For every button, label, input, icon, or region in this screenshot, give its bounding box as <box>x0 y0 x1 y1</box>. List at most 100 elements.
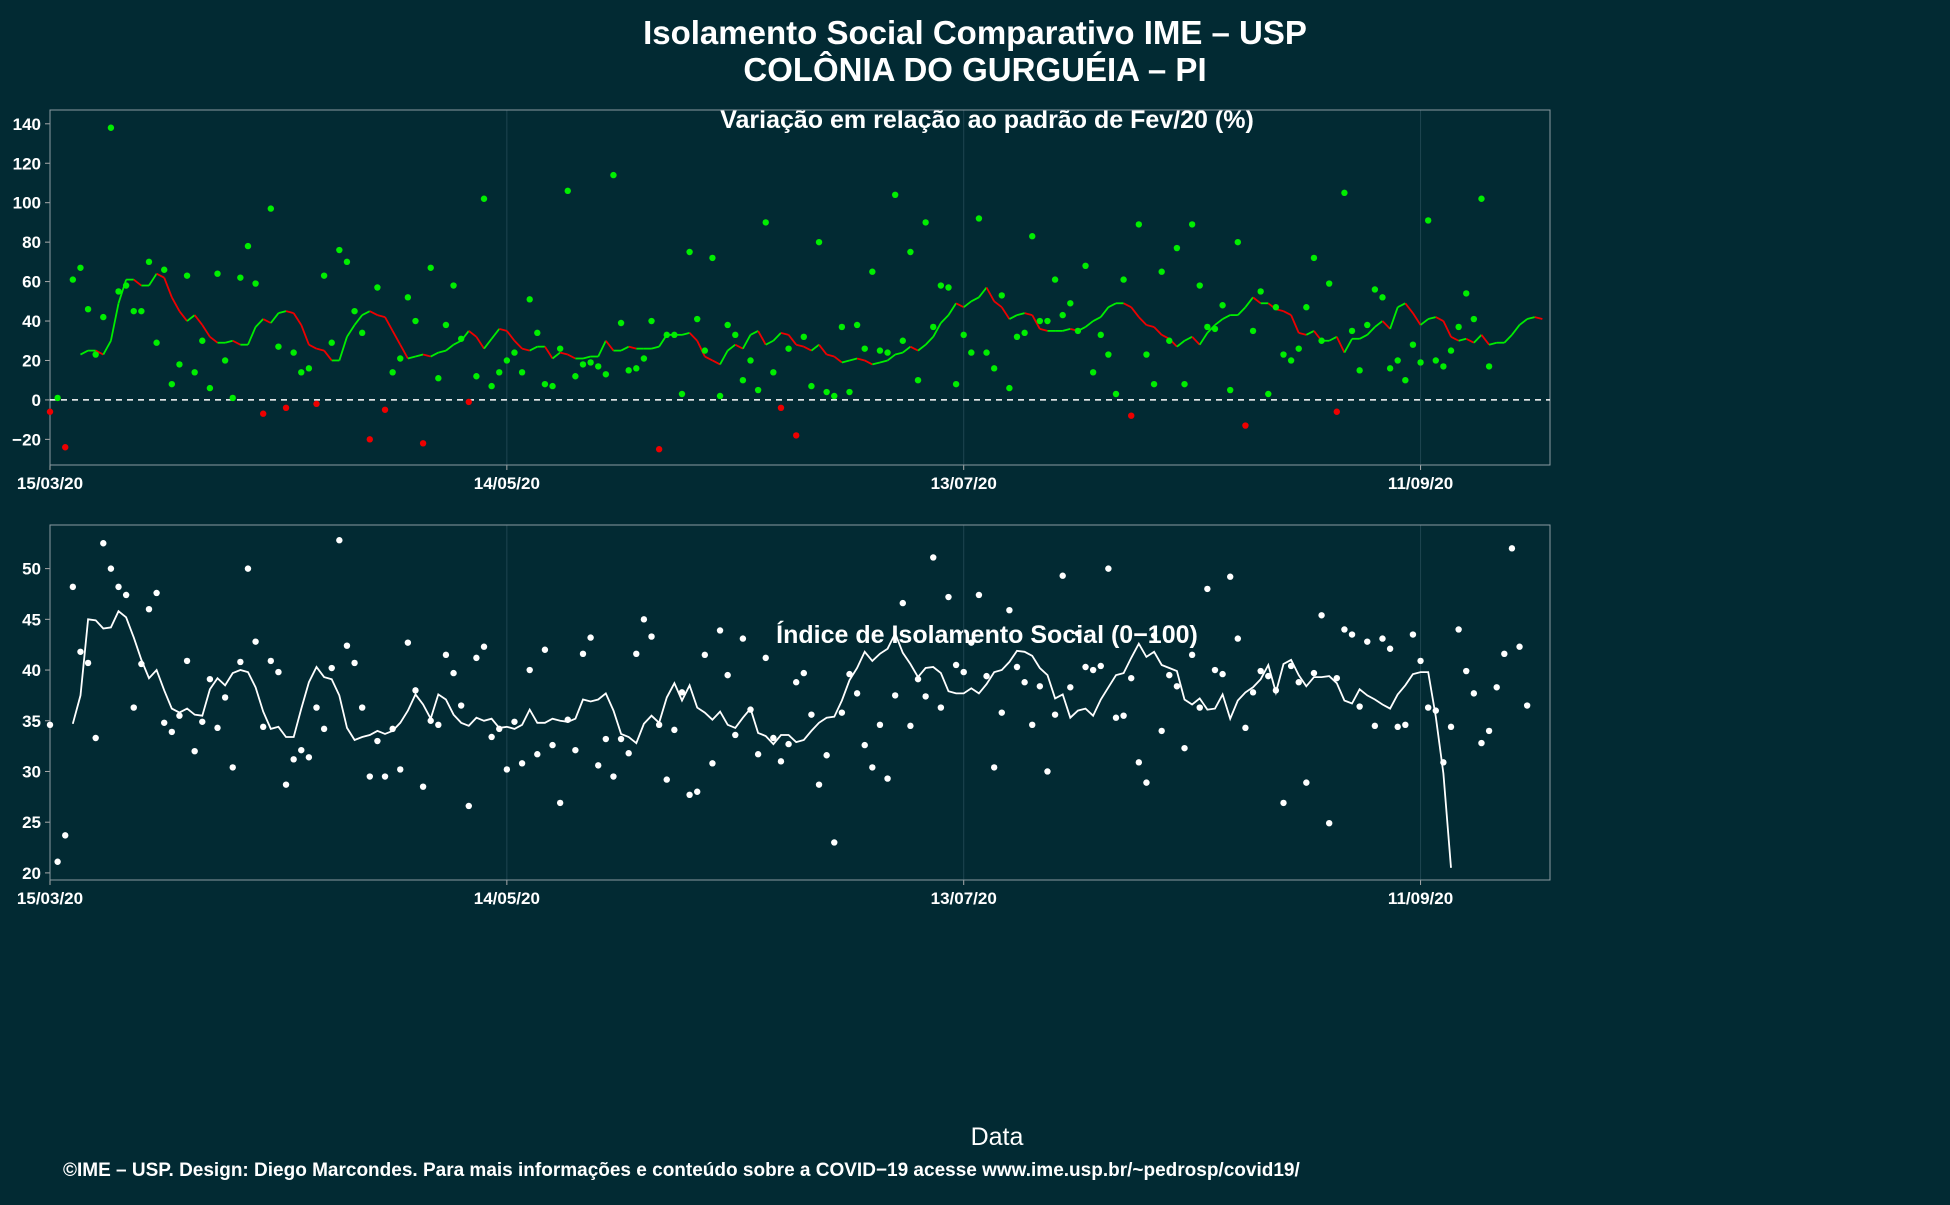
moving-average-segment <box>247 326 257 346</box>
moving-average-segment <box>985 287 995 302</box>
index-point <box>176 712 183 719</box>
moving-average-segment <box>346 324 356 338</box>
variation-point <box>69 276 77 283</box>
variation-point <box>1295 345 1302 352</box>
moving-average-segment <box>1298 331 1307 336</box>
moving-average-segment <box>688 332 698 342</box>
variation-point <box>1089 369 1097 376</box>
moving-average-segment <box>559 351 568 356</box>
variation-point <box>945 284 952 291</box>
index-point <box>358 704 366 711</box>
variation-x-tick-label: 11/09/20 <box>1388 474 1453 493</box>
variation-point <box>1463 290 1470 297</box>
index-point <box>465 802 472 810</box>
variation-y-tick-label: 20 <box>22 351 41 370</box>
index-point <box>1379 635 1386 642</box>
variation-point <box>1143 351 1150 358</box>
index-point <box>244 565 252 572</box>
index-point <box>663 776 670 783</box>
moving-average-segment <box>1343 338 1353 354</box>
variation-y-tick-label: 100 <box>13 194 41 213</box>
variation-point <box>435 375 442 382</box>
index-y-tick-label: 45 <box>22 610 41 629</box>
variation-point <box>724 321 731 329</box>
variation-point <box>975 215 983 222</box>
variation-point <box>412 317 419 325</box>
index-point <box>1166 671 1173 679</box>
variation-point <box>480 195 488 202</box>
variation-x-tick-label: 13/07/20 <box>931 474 997 493</box>
variation-point <box>891 191 899 199</box>
index-point <box>572 746 579 754</box>
variation-point <box>747 357 754 364</box>
moving-average-segment <box>1534 316 1543 320</box>
index-point <box>259 723 267 731</box>
variation-point <box>770 369 777 376</box>
index-point <box>1204 585 1211 593</box>
index-point <box>100 540 107 547</box>
moving-average-segment <box>940 314 950 324</box>
moving-average-segment <box>384 316 394 332</box>
panel1-title: Variação em relação ao padrão de Fev/20 … <box>720 106 1254 134</box>
index-point <box>1280 799 1287 807</box>
moving-average-segment <box>772 332 782 342</box>
moving-average-segment <box>810 343 820 352</box>
moving-average-segment <box>681 331 690 336</box>
moving-average-segment <box>872 361 881 366</box>
variation-point <box>694 315 701 323</box>
moving-average-segment <box>1503 334 1513 344</box>
index-point <box>328 664 335 672</box>
variation-point <box>1097 331 1104 339</box>
moving-average-segment <box>917 343 927 352</box>
index-point <box>1493 684 1500 691</box>
index-point <box>1196 704 1203 711</box>
index-point <box>534 751 541 758</box>
index-point <box>678 689 686 696</box>
index-point <box>1333 674 1341 682</box>
moving-average-segment <box>719 350 729 365</box>
index-point <box>937 704 945 711</box>
variation-point <box>1196 282 1203 289</box>
moving-average-segment <box>978 286 988 298</box>
moving-average-segment <box>148 273 158 287</box>
index-point <box>952 661 960 669</box>
moving-average-segment <box>1480 334 1490 346</box>
index-point <box>84 659 92 667</box>
index-point <box>602 735 610 743</box>
variation-point <box>404 294 412 301</box>
moving-average-segment <box>1435 316 1444 322</box>
variation-point <box>183 272 191 279</box>
variation-point <box>1021 329 1028 337</box>
moving-average-segment <box>1442 320 1452 338</box>
moving-average-segment <box>102 340 112 355</box>
moving-average-segment <box>338 336 348 361</box>
variation-y-tick-label: 40 <box>22 312 41 331</box>
moving-average-segment <box>1518 318 1528 326</box>
moving-average-segment <box>369 310 378 316</box>
variation-point <box>100 313 107 321</box>
index-point <box>754 751 762 758</box>
variation-point <box>831 392 838 400</box>
moving-average-segment <box>1084 320 1094 328</box>
index-point <box>945 593 952 601</box>
moving-average-segment <box>285 310 294 315</box>
index-point <box>1402 721 1409 729</box>
moving-average-segment <box>833 355 843 364</box>
index-point <box>853 690 861 697</box>
moving-average-segment <box>201 324 211 338</box>
variation-point <box>716 392 724 400</box>
index-point <box>122 591 130 599</box>
variation-point <box>579 361 587 368</box>
moving-average-segment <box>292 312 303 326</box>
variation-point <box>176 361 183 368</box>
index-point <box>1455 626 1462 633</box>
variation-point <box>876 347 884 354</box>
moving-average-segment <box>316 347 325 352</box>
index-point <box>1188 651 1196 659</box>
moving-average-segment <box>963 300 972 308</box>
index-point <box>762 654 769 662</box>
moving-average-segment <box>1290 314 1300 334</box>
moving-average-segment <box>704 355 713 362</box>
moving-average-segment <box>1031 314 1041 330</box>
